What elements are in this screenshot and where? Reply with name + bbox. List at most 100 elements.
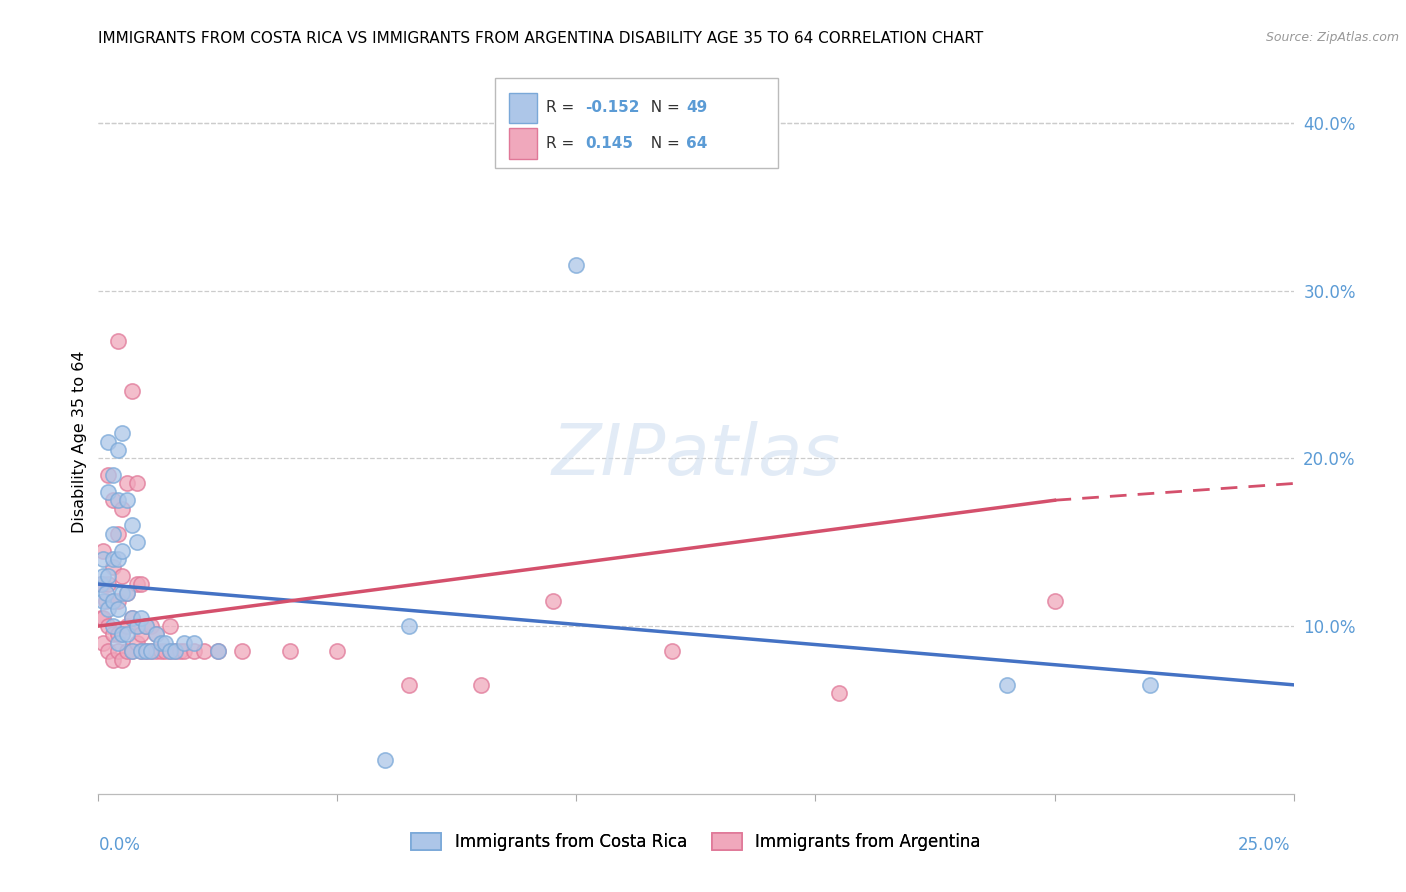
Point — [207, 644, 229, 658]
Text: 64: 64 — [686, 136, 707, 151]
Point — [97, 577, 120, 591]
Point — [97, 468, 120, 483]
Point — [1139, 678, 1161, 692]
Point — [111, 568, 134, 582]
Point — [135, 644, 157, 658]
Point — [101, 627, 124, 641]
Point — [125, 476, 148, 491]
Point — [131, 611, 153, 625]
Point — [183, 644, 205, 658]
Text: R =: R = — [546, 136, 579, 151]
Point — [107, 334, 129, 348]
Point — [90, 577, 112, 591]
Point — [183, 636, 205, 650]
Point — [91, 543, 114, 558]
Point — [90, 577, 112, 591]
Point — [163, 644, 186, 658]
Point — [135, 619, 157, 633]
Point — [97, 434, 120, 449]
Point — [107, 442, 129, 457]
Point — [145, 627, 167, 641]
Point — [91, 568, 114, 582]
Point — [91, 552, 114, 566]
Point — [115, 585, 138, 599]
Point — [107, 644, 129, 658]
Point — [661, 644, 683, 658]
Point — [101, 653, 124, 667]
Point — [135, 619, 157, 633]
Point — [125, 535, 148, 549]
Point — [121, 518, 143, 533]
Point — [125, 619, 148, 633]
Point — [121, 611, 143, 625]
Point — [398, 619, 420, 633]
Point — [139, 644, 162, 658]
Point — [125, 577, 148, 591]
Point — [139, 619, 162, 633]
Point — [374, 753, 396, 767]
Point — [125, 619, 148, 633]
Point — [193, 644, 215, 658]
Point — [159, 619, 181, 633]
Point — [149, 636, 172, 650]
Point — [107, 526, 129, 541]
Text: ZIPatlas: ZIPatlas — [551, 421, 841, 490]
Point — [101, 594, 124, 608]
Point — [125, 636, 148, 650]
Point — [121, 644, 143, 658]
Point — [155, 636, 177, 650]
Point — [131, 627, 153, 641]
Point — [97, 602, 120, 616]
Point — [135, 644, 157, 658]
Text: N =: N = — [641, 101, 685, 115]
Point — [541, 594, 564, 608]
Point — [398, 678, 420, 692]
Legend: Immigrants from Costa Rica, Immigrants from Argentina: Immigrants from Costa Rica, Immigrants f… — [404, 825, 988, 860]
Point — [94, 585, 117, 599]
Point — [155, 644, 177, 658]
Point — [565, 259, 588, 273]
Point — [159, 644, 181, 658]
Point — [207, 644, 229, 658]
Point — [115, 627, 138, 641]
Text: 49: 49 — [686, 101, 707, 115]
Point — [94, 594, 117, 608]
Text: 0.145: 0.145 — [585, 136, 633, 151]
Point — [111, 501, 134, 516]
Point — [121, 644, 143, 658]
Point — [163, 644, 186, 658]
Point — [111, 426, 134, 441]
Point — [131, 644, 153, 658]
Point — [101, 493, 124, 508]
Point — [169, 644, 191, 658]
Point — [101, 560, 124, 574]
Point — [173, 636, 195, 650]
Point — [121, 384, 143, 399]
Point — [91, 611, 114, 625]
Point — [101, 594, 124, 608]
Text: R =: R = — [546, 101, 579, 115]
Point — [91, 577, 114, 591]
Text: IMMIGRANTS FROM COSTA RICA VS IMMIGRANTS FROM ARGENTINA DISABILITY AGE 35 TO 64 : IMMIGRANTS FROM COSTA RICA VS IMMIGRANTS… — [98, 31, 984, 46]
Point — [91, 594, 114, 608]
Point — [101, 619, 124, 633]
Point — [115, 644, 138, 658]
Text: -0.152: -0.152 — [585, 101, 640, 115]
Point — [107, 552, 129, 566]
Point — [97, 484, 120, 499]
Point — [828, 686, 851, 700]
Point — [107, 594, 129, 608]
Point — [231, 644, 253, 658]
Point — [139, 644, 162, 658]
Point — [111, 653, 134, 667]
Point — [97, 644, 120, 658]
Text: 0.0%: 0.0% — [98, 836, 141, 854]
Point — [111, 543, 134, 558]
Point — [995, 678, 1018, 692]
Point — [470, 678, 492, 692]
Point — [173, 644, 195, 658]
Point — [101, 552, 124, 566]
Point — [1043, 594, 1066, 608]
Point — [149, 644, 172, 658]
Point — [278, 644, 301, 658]
